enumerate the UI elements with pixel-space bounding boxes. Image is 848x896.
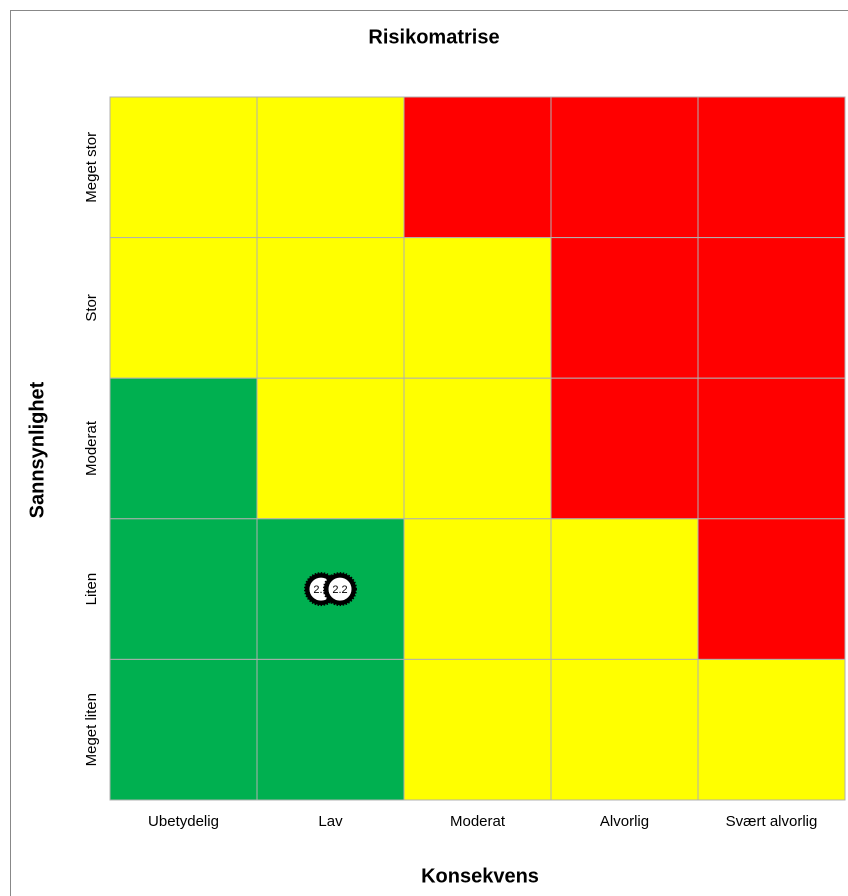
matrix-cell	[403, 518, 552, 660]
matrix-cell	[697, 377, 846, 520]
matrix-cell	[109, 237, 258, 379]
matrix-cell	[403, 658, 552, 801]
marker-label: 2.2	[332, 584, 347, 596]
x-tick-label: Moderat	[450, 813, 506, 830]
matrix-cell	[403, 96, 552, 239]
chart-title: Risikomatrise	[368, 26, 499, 48]
y-tick-label: Meget liten	[83, 693, 100, 766]
matrix-cell	[550, 518, 699, 660]
matrix-cell	[109, 518, 258, 660]
x-tick-label: Alvorlig	[600, 813, 649, 830]
matrix-cell	[256, 377, 405, 520]
matrix-cell	[109, 658, 258, 801]
y-tick-label: Stor	[83, 294, 100, 322]
x-tick-label: Svært alvorlig	[726, 813, 818, 830]
matrix-cell	[697, 237, 846, 379]
x-axis-title: Konsekvens	[421, 865, 539, 887]
matrix-cell	[697, 96, 846, 239]
y-tick-label: Moderat	[83, 420, 100, 476]
y-tick-label: Meget stor	[83, 132, 100, 203]
matrix-cell	[550, 658, 699, 801]
matrix-cell	[256, 658, 405, 801]
matrix-cell	[256, 237, 405, 379]
y-tick-label: Liten	[83, 573, 100, 606]
x-tick-label: Lav	[318, 813, 343, 830]
matrix-cell	[697, 658, 846, 801]
y-axis-title: Sannsynlighet	[26, 381, 48, 518]
matrix-cell	[550, 377, 699, 520]
matrix-cell	[109, 377, 258, 520]
matrix-cell	[403, 237, 552, 379]
matrix-cell	[109, 96, 258, 239]
matrix-cell	[403, 377, 552, 520]
marker	[327, 576, 353, 602]
frame	[10, 10, 848, 896]
matrix-cell	[550, 237, 699, 379]
matrix-cell	[697, 518, 846, 660]
matrix-cell	[256, 96, 405, 239]
x-tick-label: Ubetydelig	[148, 813, 219, 830]
matrix-cell	[550, 96, 699, 239]
